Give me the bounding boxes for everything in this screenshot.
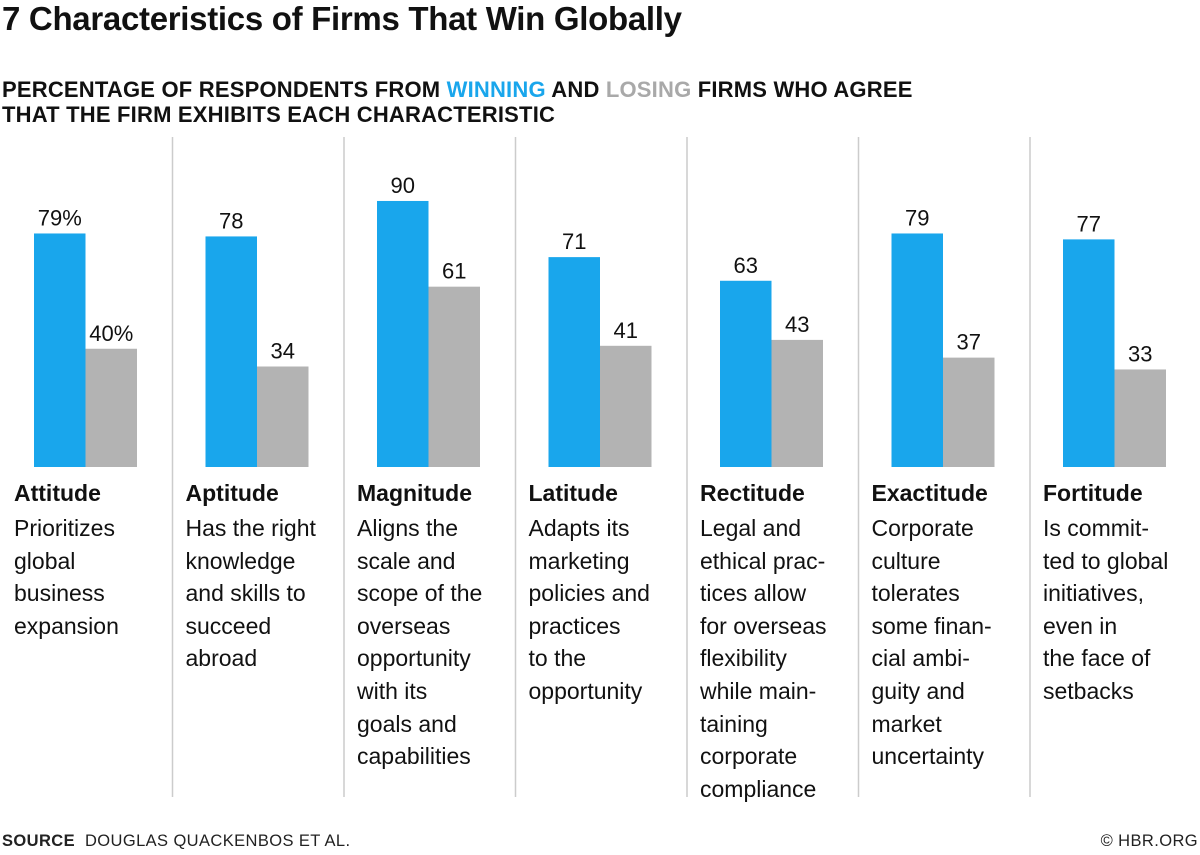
data-label-losing: 61 [442,259,466,284]
category-name: Attitude [14,480,101,506]
bar-winning [377,200,429,467]
data-label-losing: 43 [785,312,809,337]
category-name: Latitude [528,480,618,506]
bar-winning [1063,239,1115,467]
bar-losing [600,345,652,467]
category-name: Aptitude [185,480,279,506]
category-description: Corporate culture tolerates some finan- … [871,515,992,770]
category-description: Legal and ethical prac- tices allow for … [700,515,827,802]
source-text: DOUGLAS QUACKENBOS ET AL. [84,832,351,850]
data-label-losing: 34 [271,338,295,363]
source-label: SOURCE [2,832,75,850]
bar-losing [771,339,823,467]
data-label-winning: 79 [905,205,929,230]
bar-winning [720,280,772,467]
data-label-winning: 77 [1077,211,1101,236]
category-name: Exactitude [871,480,988,506]
category-description: Aligns the scale and scope of the overse… [357,515,483,770]
bar-losing [1114,369,1166,467]
subtitle-losing-legend: LOSING [605,77,692,102]
category-description: Prioritizes global business expansion [14,515,119,639]
subtitle-part3: FIRMS WHO AGREE [691,77,913,102]
category-name: Fortitude [1043,480,1143,506]
category-description: Has the right knowledge and skills to su… [185,515,316,672]
subtitle-part1: PERCENTAGE OF RESPONDENTS FROM [2,77,447,102]
chart-title: 7 Characteristics of Firms That Win Glob… [2,0,682,37]
bar-winning [34,233,86,467]
data-label-winning: 71 [562,229,586,254]
bar-winning [205,236,257,467]
subtitle-part2: AND [545,77,606,102]
data-label-losing: 37 [957,330,981,355]
subtitle-line2: THAT THE FIRM EXHIBITS EACH CHARACTERIST… [2,102,556,127]
bar-losing [85,348,137,467]
subtitle-winning-legend: WINNING [446,77,546,102]
category-description: Is commit- ted to global initiatives, ev… [1043,515,1169,704]
category-name: Magnitude [357,480,472,506]
copyright: © HBR.ORG [1100,832,1198,850]
bar-losing [257,366,309,467]
data-label-winning: 90 [391,173,415,198]
category-description: Adapts its marketing policies and practi… [528,515,650,704]
data-label-losing: 33 [1128,341,1152,366]
data-label-winning: 79% [38,205,82,230]
data-label-losing: 40% [89,321,133,346]
category-name: Rectitude [700,480,805,506]
data-label-winning: 78 [219,208,243,233]
bar-losing [428,286,480,467]
chart-subtitle: PERCENTAGE OF RESPONDENTS FROM WINNING A… [2,77,913,127]
bar-losing [943,357,995,467]
bar-winning [891,233,943,467]
bar-winning [548,257,600,467]
data-label-losing: 41 [614,318,638,343]
source-note: SOURCE DOUGLAS QUACKENBOS ET AL. [2,832,351,851]
data-label-winning: 63 [734,253,758,278]
